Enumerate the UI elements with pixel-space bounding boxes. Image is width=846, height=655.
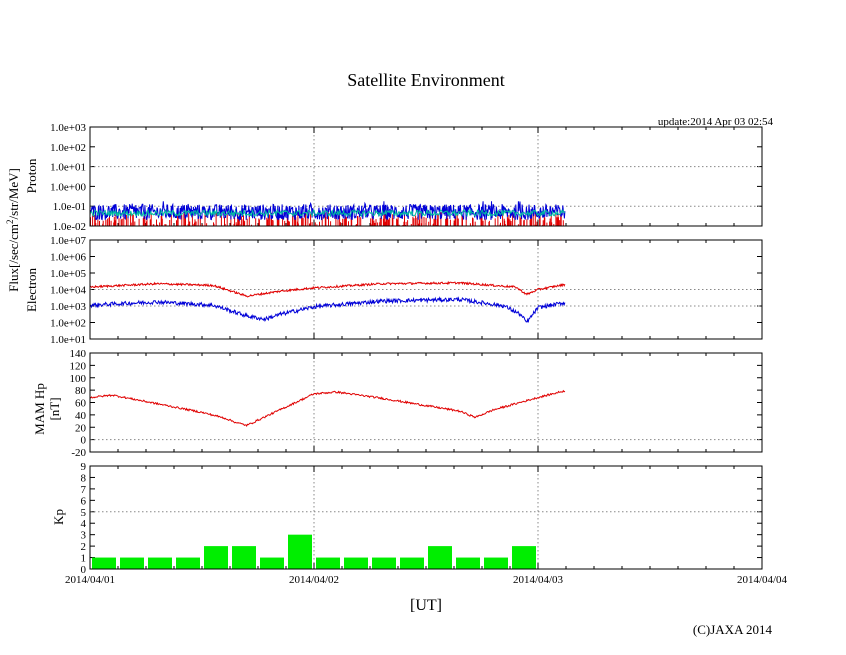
x-tick-label: 2014/04/04 [737, 574, 788, 586]
electron-y-tick-label: 1.0e+04 [50, 285, 86, 297]
electron-y-tick-label: 1.0e+03 [50, 301, 86, 313]
chart-title: Satellite Environment [347, 70, 504, 90]
proton-y-tick-label: 1.0e+00 [50, 181, 86, 193]
kp-y-tick-label: 6 [81, 495, 87, 507]
kp-y-tick-label: 2 [81, 541, 87, 553]
hp-y-tick-label: 0 [81, 435, 87, 447]
x-tick-label: 2014/04/02 [289, 574, 339, 586]
kp-y-tick-label: 1 [81, 553, 87, 565]
proton-frame [89, 126, 763, 227]
kp-bar [148, 557, 172, 569]
kp-frame [89, 465, 763, 570]
hp-y-tick-label: 100 [70, 373, 87, 385]
hp-frame [89, 352, 763, 453]
hp-y-tick-label: 120 [70, 360, 87, 372]
proton-y-label: Proton [24, 158, 39, 193]
proton-y-tick-label: 1.0e-01 [53, 201, 86, 213]
electron-y-label: Electron [24, 267, 39, 312]
panels-layer: 1.0e+03 1.0e+02 1.0e+01 1.0e+00 1.0e-01 1.0e-… [50, 122, 787, 586]
kp-bar [456, 557, 480, 569]
flux-y-label-main: Flux[/sec/cm [6, 224, 21, 292]
kp-bar [316, 557, 340, 569]
hp-y-tick-label: 140 [70, 348, 87, 360]
x-tick-label: 2014/04/01 [65, 574, 115, 586]
kp-y-tick-label: 8 [81, 472, 87, 484]
electron-series-red [89, 280, 566, 298]
proton-y-tick-label: 1.0e+01 [50, 162, 86, 174]
proton-y-tick-label: 1.0e+02 [50, 142, 86, 154]
kp-y-tick-label: 4 [81, 518, 87, 530]
proton-y-tick-label: 1.0e-02 [53, 221, 86, 233]
kp-bar [204, 546, 228, 569]
flux-y-label-sup: 2 [5, 219, 15, 224]
kp-bar [344, 557, 368, 569]
kp-y-tick-label: 5 [81, 507, 87, 519]
electron-frame [89, 239, 763, 340]
kp-y-tick-label: 3 [81, 530, 87, 542]
hp-y-tick-label: 80 [75, 385, 87, 397]
x-tick-label: 2014/04/03 [513, 574, 564, 586]
hp-series-red [89, 389, 566, 428]
electron-y-tick-label: 1.0e+07 [50, 235, 86, 247]
electron-y-tick-label: 1.0e+05 [50, 268, 86, 280]
kp-bar [260, 557, 284, 569]
hp-y-tick-label: 60 [75, 398, 87, 410]
kp-y-label: Kp [51, 509, 66, 525]
flux-y-label-tail: /str/MeV] [6, 168, 21, 219]
update-timestamp: update:2014 Apr 03 02:54 [658, 116, 774, 128]
kp-bar [120, 557, 144, 569]
kp-y-tick-label: 0 [81, 564, 87, 576]
kp-y-tick-label: 9 [81, 461, 87, 473]
kp-bar [372, 557, 396, 569]
proton-y-tick-label: 1.0e+03 [50, 122, 86, 134]
electron-y-tick-label: 1.0e+02 [50, 318, 86, 330]
proton-series-blue [89, 201, 566, 222]
hp-y-tick-label: 40 [75, 410, 87, 422]
flux-y-label: Flux[/sec/cm2/str/MeV] [5, 168, 21, 292]
kp-bar [400, 557, 424, 569]
copyright: (C)JAXA 2014 [693, 622, 773, 637]
kp-bar [232, 546, 256, 569]
kp-bar [92, 557, 116, 569]
electron-series-blue [89, 296, 566, 323]
kp-bar [176, 557, 200, 569]
hp-y-tick-label: 20 [75, 422, 87, 434]
kp-bar [512, 546, 536, 569]
kp-bar [428, 546, 452, 569]
proton-series-green [89, 208, 566, 218]
kp-bar [484, 557, 508, 569]
hp-y-tick-label: -20 [71, 447, 86, 459]
kp-y-tick-label: 7 [81, 484, 87, 496]
electron-y-tick-label: 1.0e+01 [50, 334, 86, 346]
hp-y-label-2: [nT] [47, 397, 62, 420]
kp-bar [288, 534, 312, 569]
hp-y-label-1: MAM Hp [32, 383, 47, 435]
electron-y-tick-label: 1.0e+06 [50, 252, 86, 264]
x-axis-label: [UT] [410, 597, 442, 614]
